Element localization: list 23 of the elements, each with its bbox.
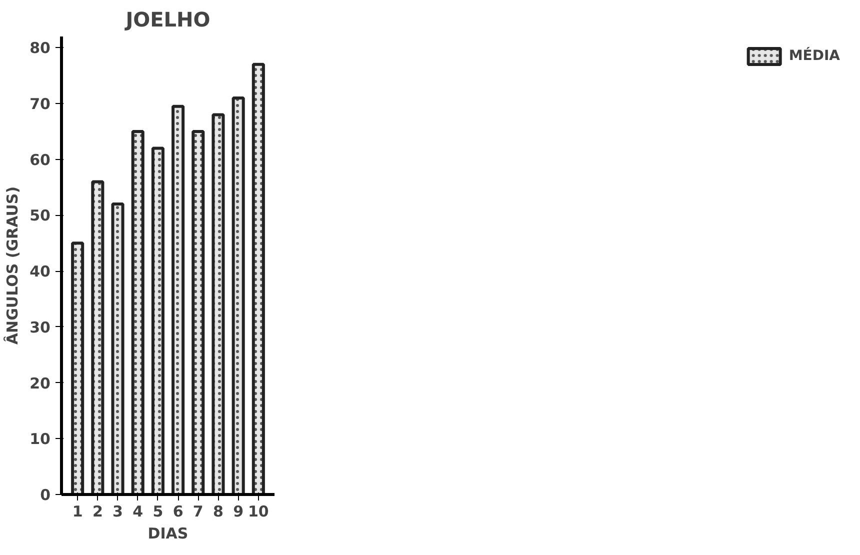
y-tick-label: 20 xyxy=(30,374,50,392)
x-tick-label: 2 xyxy=(92,502,103,520)
x-tick-label: 10 xyxy=(248,502,269,520)
x-tick-label: 5 xyxy=(152,502,164,520)
y-tick-label: 50 xyxy=(30,206,50,225)
y-tick-label: 80 xyxy=(30,39,50,58)
legend-label: MÉDIA xyxy=(788,48,840,64)
x-axis-title: DIAS xyxy=(148,524,188,542)
x-tick-label: 6 xyxy=(172,502,184,520)
x-tick-label: 3 xyxy=(112,502,123,520)
x-tick-label: 8 xyxy=(213,502,224,520)
y-tick-label: 70 xyxy=(30,95,50,114)
y-axis-title: ÂNGULOS (GRAUS) xyxy=(4,186,22,345)
x-tick-label: 1 xyxy=(72,502,83,520)
x-tick-label: 9 xyxy=(233,502,244,520)
x-tick-label: 4 xyxy=(132,502,144,520)
y-tick-label: 40 xyxy=(30,262,50,281)
chart-title: JOELHO xyxy=(124,8,210,32)
y-tick-label: 60 xyxy=(30,150,50,169)
x-tick-label: 7 xyxy=(192,502,204,520)
y-tick-label: 0 xyxy=(40,486,50,504)
y-tick-label: 30 xyxy=(30,318,50,336)
y-tick-label: 10 xyxy=(30,430,50,448)
